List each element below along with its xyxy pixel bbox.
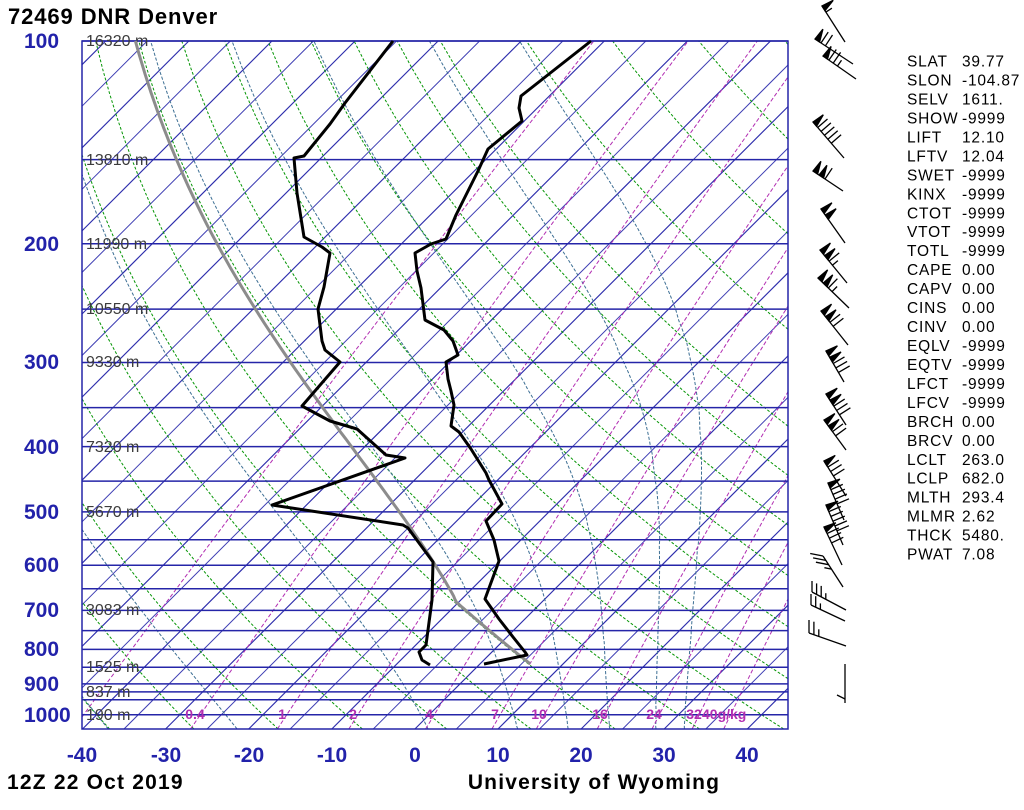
- svg-text:-9999: -9999: [962, 167, 1006, 184]
- svg-text:263.0: 263.0: [962, 452, 1005, 469]
- svg-text:SLON: SLON: [907, 73, 952, 90]
- svg-text:-9999: -9999: [962, 205, 1006, 222]
- svg-text:0.00: 0.00: [962, 319, 995, 336]
- svg-text:-9999: -9999: [962, 186, 1006, 203]
- svg-text:-9999: -9999: [962, 357, 1006, 374]
- svg-text:1000: 1000: [24, 704, 71, 727]
- svg-text:100: 100: [24, 30, 59, 53]
- svg-text:0.00: 0.00: [962, 414, 995, 431]
- svg-text:LCLP: LCLP: [907, 471, 949, 488]
- svg-text:10: 10: [531, 706, 547, 722]
- svg-text:-30: -30: [151, 744, 181, 767]
- svg-text:-9999: -9999: [962, 111, 1006, 128]
- svg-text:University of Wyoming: University of Wyoming: [468, 771, 720, 794]
- svg-text:-104.87: -104.87: [962, 73, 1020, 90]
- svg-text:SELV: SELV: [907, 92, 949, 109]
- svg-text:0: 0: [409, 744, 421, 767]
- svg-text:0.00: 0.00: [962, 433, 995, 450]
- svg-text:12Z 22 Oct 2019: 12Z 22 Oct 2019: [7, 771, 184, 794]
- svg-text:190 m: 190 m: [86, 707, 130, 724]
- svg-text:10550 m: 10550 m: [86, 301, 148, 318]
- svg-text:CAPV: CAPV: [907, 281, 952, 298]
- svg-text:MLTH: MLTH: [907, 490, 951, 507]
- svg-text:24: 24: [646, 706, 662, 722]
- svg-text:7.08: 7.08: [962, 547, 995, 564]
- svg-text:2: 2: [349, 706, 357, 722]
- svg-text:KINX: KINX: [907, 186, 946, 203]
- svg-text:5480.: 5480.: [962, 528, 1005, 545]
- svg-text:72469 DNR Denver: 72469 DNR Denver: [8, 4, 218, 29]
- svg-text:SHOW: SHOW: [907, 111, 958, 128]
- svg-text:LFTV: LFTV: [907, 148, 948, 165]
- svg-text:THCK: THCK: [907, 528, 952, 545]
- svg-text:TOTL: TOTL: [907, 243, 950, 260]
- svg-text:-40: -40: [67, 744, 97, 767]
- svg-text:1: 1: [278, 706, 286, 722]
- svg-text:32: 32: [686, 706, 702, 722]
- svg-text:7320 m: 7320 m: [86, 439, 139, 456]
- svg-text:4: 4: [425, 706, 433, 722]
- svg-text:16: 16: [592, 706, 608, 722]
- svg-text:CINV: CINV: [907, 319, 947, 336]
- svg-text:40: 40: [735, 744, 758, 767]
- svg-text:39.77: 39.77: [962, 54, 1005, 71]
- svg-text:0.4: 0.4: [185, 706, 205, 722]
- svg-text:12.04: 12.04: [962, 148, 1005, 165]
- svg-text:600: 600: [24, 554, 59, 577]
- svg-text:1611.: 1611.: [962, 92, 1004, 109]
- svg-text:5670 m: 5670 m: [86, 504, 139, 521]
- svg-text:7: 7: [491, 706, 499, 722]
- svg-text:-9999: -9999: [962, 224, 1006, 241]
- svg-text:SWET: SWET: [907, 167, 955, 184]
- svg-text:2.62: 2.62: [962, 509, 995, 526]
- svg-text:VTOT: VTOT: [907, 224, 951, 241]
- svg-text:PWAT: PWAT: [907, 547, 953, 564]
- svg-text:800: 800: [24, 638, 59, 661]
- svg-text:500: 500: [24, 501, 59, 524]
- svg-text:-10: -10: [317, 744, 347, 767]
- svg-text:837 m: 837 m: [86, 684, 130, 701]
- svg-text:300: 300: [24, 351, 59, 374]
- svg-text:LCLT: LCLT: [907, 452, 947, 469]
- svg-text:0.00: 0.00: [962, 281, 995, 298]
- svg-text:0.00: 0.00: [962, 300, 995, 317]
- svg-text:40g/kg: 40g/kg: [702, 706, 746, 722]
- svg-text:293.4: 293.4: [962, 490, 1005, 507]
- svg-text:BRCV: BRCV: [907, 433, 953, 450]
- svg-text:682.0: 682.0: [962, 471, 1005, 488]
- svg-text:-9999: -9999: [962, 243, 1006, 260]
- svg-text:30: 30: [652, 744, 675, 767]
- svg-text:200: 200: [24, 233, 59, 256]
- svg-text:EQTV: EQTV: [907, 357, 952, 374]
- svg-text:11990 m: 11990 m: [86, 236, 147, 253]
- svg-text:LFCV: LFCV: [907, 395, 950, 412]
- svg-text:CTOT: CTOT: [907, 205, 952, 222]
- svg-text:SLAT: SLAT: [907, 54, 948, 71]
- svg-text:13810 m: 13810 m: [86, 152, 148, 169]
- svg-text:1525 m: 1525 m: [86, 659, 139, 676]
- svg-text:LFCT: LFCT: [907, 376, 949, 393]
- svg-text:-9999: -9999: [962, 395, 1006, 412]
- svg-text:LIFT: LIFT: [907, 129, 942, 146]
- svg-text:400: 400: [24, 436, 59, 459]
- svg-text:16320 m: 16320 m: [86, 33, 148, 50]
- svg-text:9330 m: 9330 m: [86, 354, 139, 371]
- svg-text:BRCH: BRCH: [907, 414, 954, 431]
- svg-text:12.10: 12.10: [962, 129, 1005, 146]
- svg-text:10: 10: [486, 744, 509, 767]
- svg-text:-9999: -9999: [962, 376, 1006, 393]
- svg-text:EQLV: EQLV: [907, 338, 950, 355]
- svg-text:CINS: CINS: [907, 300, 947, 317]
- svg-text:20: 20: [569, 744, 592, 767]
- svg-text:900: 900: [24, 673, 59, 696]
- svg-text:0.00: 0.00: [962, 262, 995, 279]
- svg-text:MLMR: MLMR: [907, 509, 956, 526]
- svg-text:3083 m: 3083 m: [86, 602, 139, 619]
- svg-text:700: 700: [24, 599, 59, 622]
- svg-text:CAPE: CAPE: [907, 262, 952, 279]
- svg-text:-20: -20: [234, 744, 264, 767]
- svg-text:-9999: -9999: [962, 338, 1006, 355]
